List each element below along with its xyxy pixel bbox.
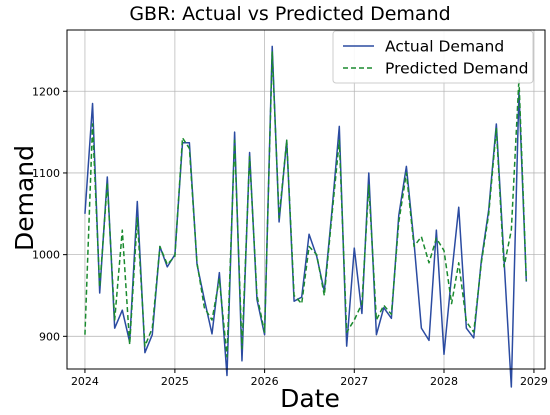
ticks: 2024 2025 2026 2027 2028 2029 900 1000 1100 1200 xyxy=(32,85,548,388)
chart-title: GBR: Actual vs Predicted Demand xyxy=(129,3,450,25)
legend: Actual Demand Predicted Demand xyxy=(332,30,534,84)
y-axis-label: Demand xyxy=(10,145,39,251)
grid xyxy=(67,30,545,369)
y-tick-label: 1100 xyxy=(32,167,60,180)
y-tick-label: 1000 xyxy=(32,249,60,262)
y-tick-label: 1200 xyxy=(32,85,60,98)
predicted-demand-line xyxy=(84,51,528,358)
x-axis-label: Date xyxy=(280,384,340,413)
x-tick-label: 2027 xyxy=(340,375,368,388)
legend-label-predicted: Predicted Demand xyxy=(385,60,528,78)
y-tick-label: 900 xyxy=(39,330,60,343)
legend-box xyxy=(332,30,534,84)
x-tick-label: 2025 xyxy=(161,375,189,388)
x-tick-label: 2024 xyxy=(71,375,99,388)
x-tick-label: 2026 xyxy=(251,375,279,388)
actual-demand-line xyxy=(84,45,528,388)
x-tick-label: 2029 xyxy=(520,375,548,388)
x-tick-label: 2028 xyxy=(430,375,458,388)
plot-frame xyxy=(66,29,546,370)
legend-label-actual: Actual Demand xyxy=(385,38,504,56)
series-layer xyxy=(84,45,528,388)
